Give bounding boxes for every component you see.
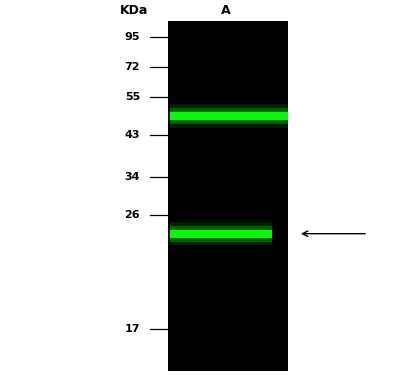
Bar xyxy=(170,222,272,245)
Bar xyxy=(170,230,272,238)
Bar xyxy=(170,108,288,124)
Text: 55: 55 xyxy=(125,92,140,102)
Text: 17: 17 xyxy=(124,324,140,334)
Text: 34: 34 xyxy=(124,172,140,182)
Bar xyxy=(168,21,288,370)
Text: KDa: KDa xyxy=(120,4,148,17)
Text: 72: 72 xyxy=(124,62,140,71)
Text: 26: 26 xyxy=(124,210,140,220)
Bar xyxy=(170,104,288,128)
Bar xyxy=(170,112,288,120)
Bar xyxy=(170,226,272,242)
Text: 43: 43 xyxy=(124,130,140,140)
Text: A: A xyxy=(221,4,231,17)
Text: 95: 95 xyxy=(124,32,140,42)
